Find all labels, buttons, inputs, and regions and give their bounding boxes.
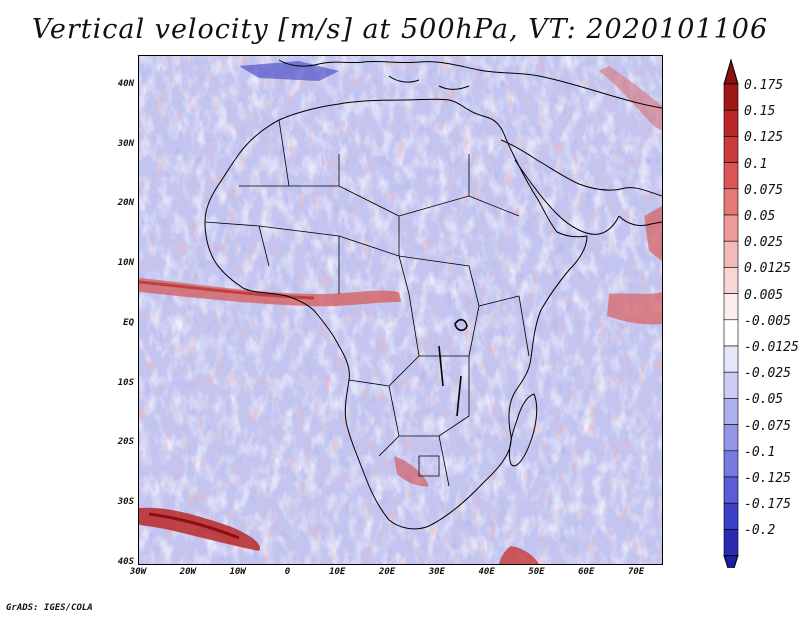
colorbar-swatch — [723, 293, 739, 321]
lesotho-border — [418, 455, 440, 477]
itcz-east-band — [607, 292, 662, 325]
north-africa-borders — [239, 119, 520, 256]
colorbar-level-label: 0.1 — [744, 156, 768, 172]
lat-tick-label: 30N — [117, 138, 134, 149]
central-africa-borders — [348, 293, 530, 487]
colorbar-swatch — [723, 267, 739, 294]
lon-tick-label: 60E — [578, 567, 595, 577]
colorbar-swatch — [723, 424, 739, 452]
colorbar-level-label: -0.025 — [744, 366, 791, 382]
colorbar-swatch — [723, 450, 739, 478]
lon-tick-label: 50E — [528, 567, 545, 577]
south-ascent-patch — [499, 546, 539, 564]
lat-tick-label: EQ — [123, 317, 134, 328]
colorbar-top-arrow — [723, 58, 739, 85]
rift-lakes — [438, 345, 462, 417]
mediterranean-descent-patch — [239, 61, 339, 81]
map-panel — [138, 55, 663, 565]
chart-title: Vertical velocity [m/s] at 500hPa, VT: 2… — [31, 14, 769, 45]
colorbar-swatch — [723, 162, 739, 190]
lon-tick-label: 10E — [329, 567, 346, 577]
gulf-coast — [618, 215, 662, 227]
colorbar-swatch — [723, 502, 739, 530]
country-borders — [204, 119, 530, 487]
colorbar-swatch — [723, 319, 739, 347]
lake-victoria — [454, 318, 468, 332]
lat-tick-label: 20S — [117, 437, 134, 448]
lat-tick-label: 40N — [117, 78, 134, 89]
lat-tick-label: 20N — [117, 198, 134, 209]
lat-tick-label: 10S — [117, 377, 134, 388]
colorbar-bottom-arrow — [723, 555, 739, 568]
colorbar-swatch — [723, 398, 739, 425]
colorbar-level-label: -0.1 — [744, 444, 776, 460]
colorbar-level-label: 0.005 — [744, 287, 784, 303]
europe-coast — [278, 59, 662, 109]
africa-coastline — [204, 98, 588, 530]
lat-tick-label: 10N — [117, 258, 134, 269]
madagascar-coastline — [508, 393, 538, 467]
colorbar-level-label: 0.05 — [744, 209, 776, 224]
colorbar-level-label: -0.005 — [744, 313, 791, 329]
colorbar-swatch — [723, 476, 739, 504]
colorbar — [723, 58, 739, 568]
red-patch-east — [644, 206, 662, 261]
colorbar-swatch — [723, 529, 739, 556]
lon-tick-label: 20W — [179, 567, 196, 577]
grads-credit: GrADS: IGES/COLA — [6, 603, 93, 613]
lon-tick-label: 0 — [284, 567, 291, 577]
colorbar-level-label: 0.075 — [744, 182, 784, 198]
lat-tick-label: 40S — [117, 557, 134, 567]
lon-tick-label: 30W — [129, 567, 147, 577]
southern-africa-patch — [394, 456, 429, 487]
colorbar-swatch — [723, 240, 739, 268]
itcz-west-band — [139, 278, 401, 307]
arabia-coast-north — [500, 139, 662, 197]
lon-tick-label: 20E — [378, 567, 396, 577]
lon-tick-label: 40E — [478, 567, 495, 577]
colorbar-level-label: 0.125 — [744, 130, 784, 146]
colorbar-level-label: -0.2 — [744, 523, 776, 539]
colorbar-level-label: -0.0125 — [744, 340, 799, 355]
colorbar-level-label: 0.15 — [744, 104, 776, 120]
colorbar-level-label: 0.025 — [744, 235, 784, 251]
colorbar-swatch — [723, 345, 739, 373]
southwest-ascent-core — [148, 512, 240, 540]
colorbar-swatch — [723, 109, 739, 137]
lat-tick-label: 30S — [117, 497, 134, 508]
lon-tick-label: 70E — [627, 567, 645, 577]
coastlines — [204, 59, 662, 530]
sahel-borders — [204, 221, 480, 307]
lakes — [438, 318, 468, 417]
map-field — [139, 56, 662, 564]
colorbar-swatch — [723, 214, 739, 242]
colorbar-level-label: -0.125 — [744, 471, 791, 486]
colorbar-swatch — [723, 136, 739, 163]
colorbar-swatch — [723, 188, 739, 216]
colorbar-level-label: -0.075 — [744, 418, 791, 434]
mediterranean-islands — [388, 75, 470, 90]
colorbar-swatch — [723, 83, 739, 111]
lon-tick-label: 10W — [229, 567, 246, 577]
colorbar-level-label: -0.175 — [744, 497, 791, 513]
lon-tick-label: 30E — [428, 567, 445, 577]
colorbar-swatch — [723, 371, 739, 399]
colorbar-level-label: 0.175 — [744, 78, 784, 93]
colorbar-level-label: -0.05 — [744, 392, 784, 408]
northeast-red-patch — [599, 66, 662, 131]
colorbar-level-label: 0.0125 — [744, 261, 791, 277]
itcz-west-core — [139, 280, 315, 300]
field-texture-blue — [139, 56, 662, 564]
red-sea-coast — [514, 159, 620, 235]
